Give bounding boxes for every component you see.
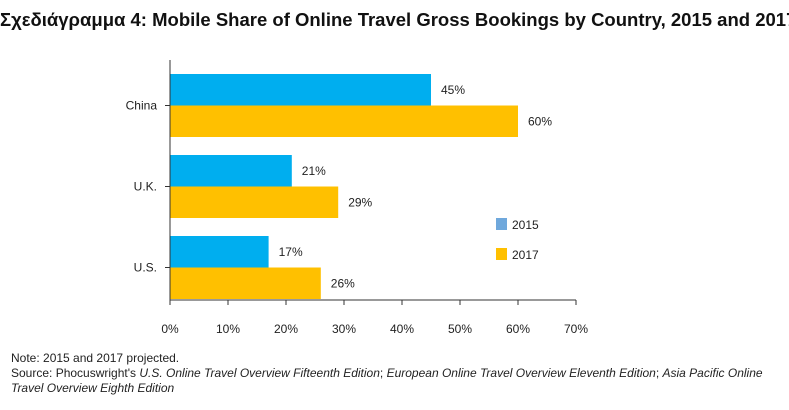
source-separator: ; xyxy=(655,366,663,380)
category-label: China xyxy=(126,99,158,113)
x-tick-label: 60% xyxy=(506,322,530,336)
source-title-1: U.S. Online Travel Overview Fifteenth Ed… xyxy=(139,366,380,380)
source-title-2: European Online Travel Overview Eleventh… xyxy=(386,366,656,380)
bar-2017-china xyxy=(170,105,518,137)
x-tick-label: 10% xyxy=(216,322,240,336)
bar-2015-us xyxy=(170,236,269,268)
legend-label-2017: 2017 xyxy=(512,248,539,262)
legend-swatch-2017 xyxy=(496,248,507,260)
note-text: Note: 2015 and 2017 projected. xyxy=(11,351,180,365)
bar-2017-us xyxy=(170,267,321,299)
data-label: 17% xyxy=(279,245,303,259)
source-separator: ; xyxy=(379,366,387,380)
x-tick-label: 40% xyxy=(390,322,414,336)
source-text: Source: Phocuswright's U.S. Online Trave… xyxy=(11,366,781,396)
data-label: 21% xyxy=(302,164,326,178)
source-title-3: Asia Pacific Online Travel Overview Eigh… xyxy=(11,366,763,395)
bar-2015-uk xyxy=(170,155,292,187)
x-tick-label: 70% xyxy=(564,322,588,336)
category-label: U.K. xyxy=(134,180,157,194)
x-tick-label: 50% xyxy=(448,322,472,336)
data-label: 26% xyxy=(331,276,355,290)
source-prefix: Source: Phocuswright's xyxy=(11,366,140,380)
data-label: 60% xyxy=(528,114,552,128)
data-label: 29% xyxy=(348,195,372,209)
bar-2017-uk xyxy=(170,186,339,218)
bar-chart: 45% 60% China 21% 29% U.K. 17% 26% U.S. 0% 10% 20% 3… xyxy=(126,60,588,336)
bar-2015-china xyxy=(170,74,431,106)
data-label: 45% xyxy=(441,83,465,97)
x-tick-label: 0% xyxy=(161,322,179,336)
legend-swatch-2015 xyxy=(496,218,507,230)
chart-notes: Note: 2015 and 2017 projected. Source: P… xyxy=(11,351,781,396)
legend-label-2015: 2015 xyxy=(512,218,539,232)
x-tick-label: 20% xyxy=(274,322,298,336)
chart-title: Σχεδιάγραμμα 4: Mobile Share of Online T… xyxy=(0,9,789,30)
category-label: U.S. xyxy=(134,261,157,275)
x-tick-label: 30% xyxy=(332,322,356,336)
